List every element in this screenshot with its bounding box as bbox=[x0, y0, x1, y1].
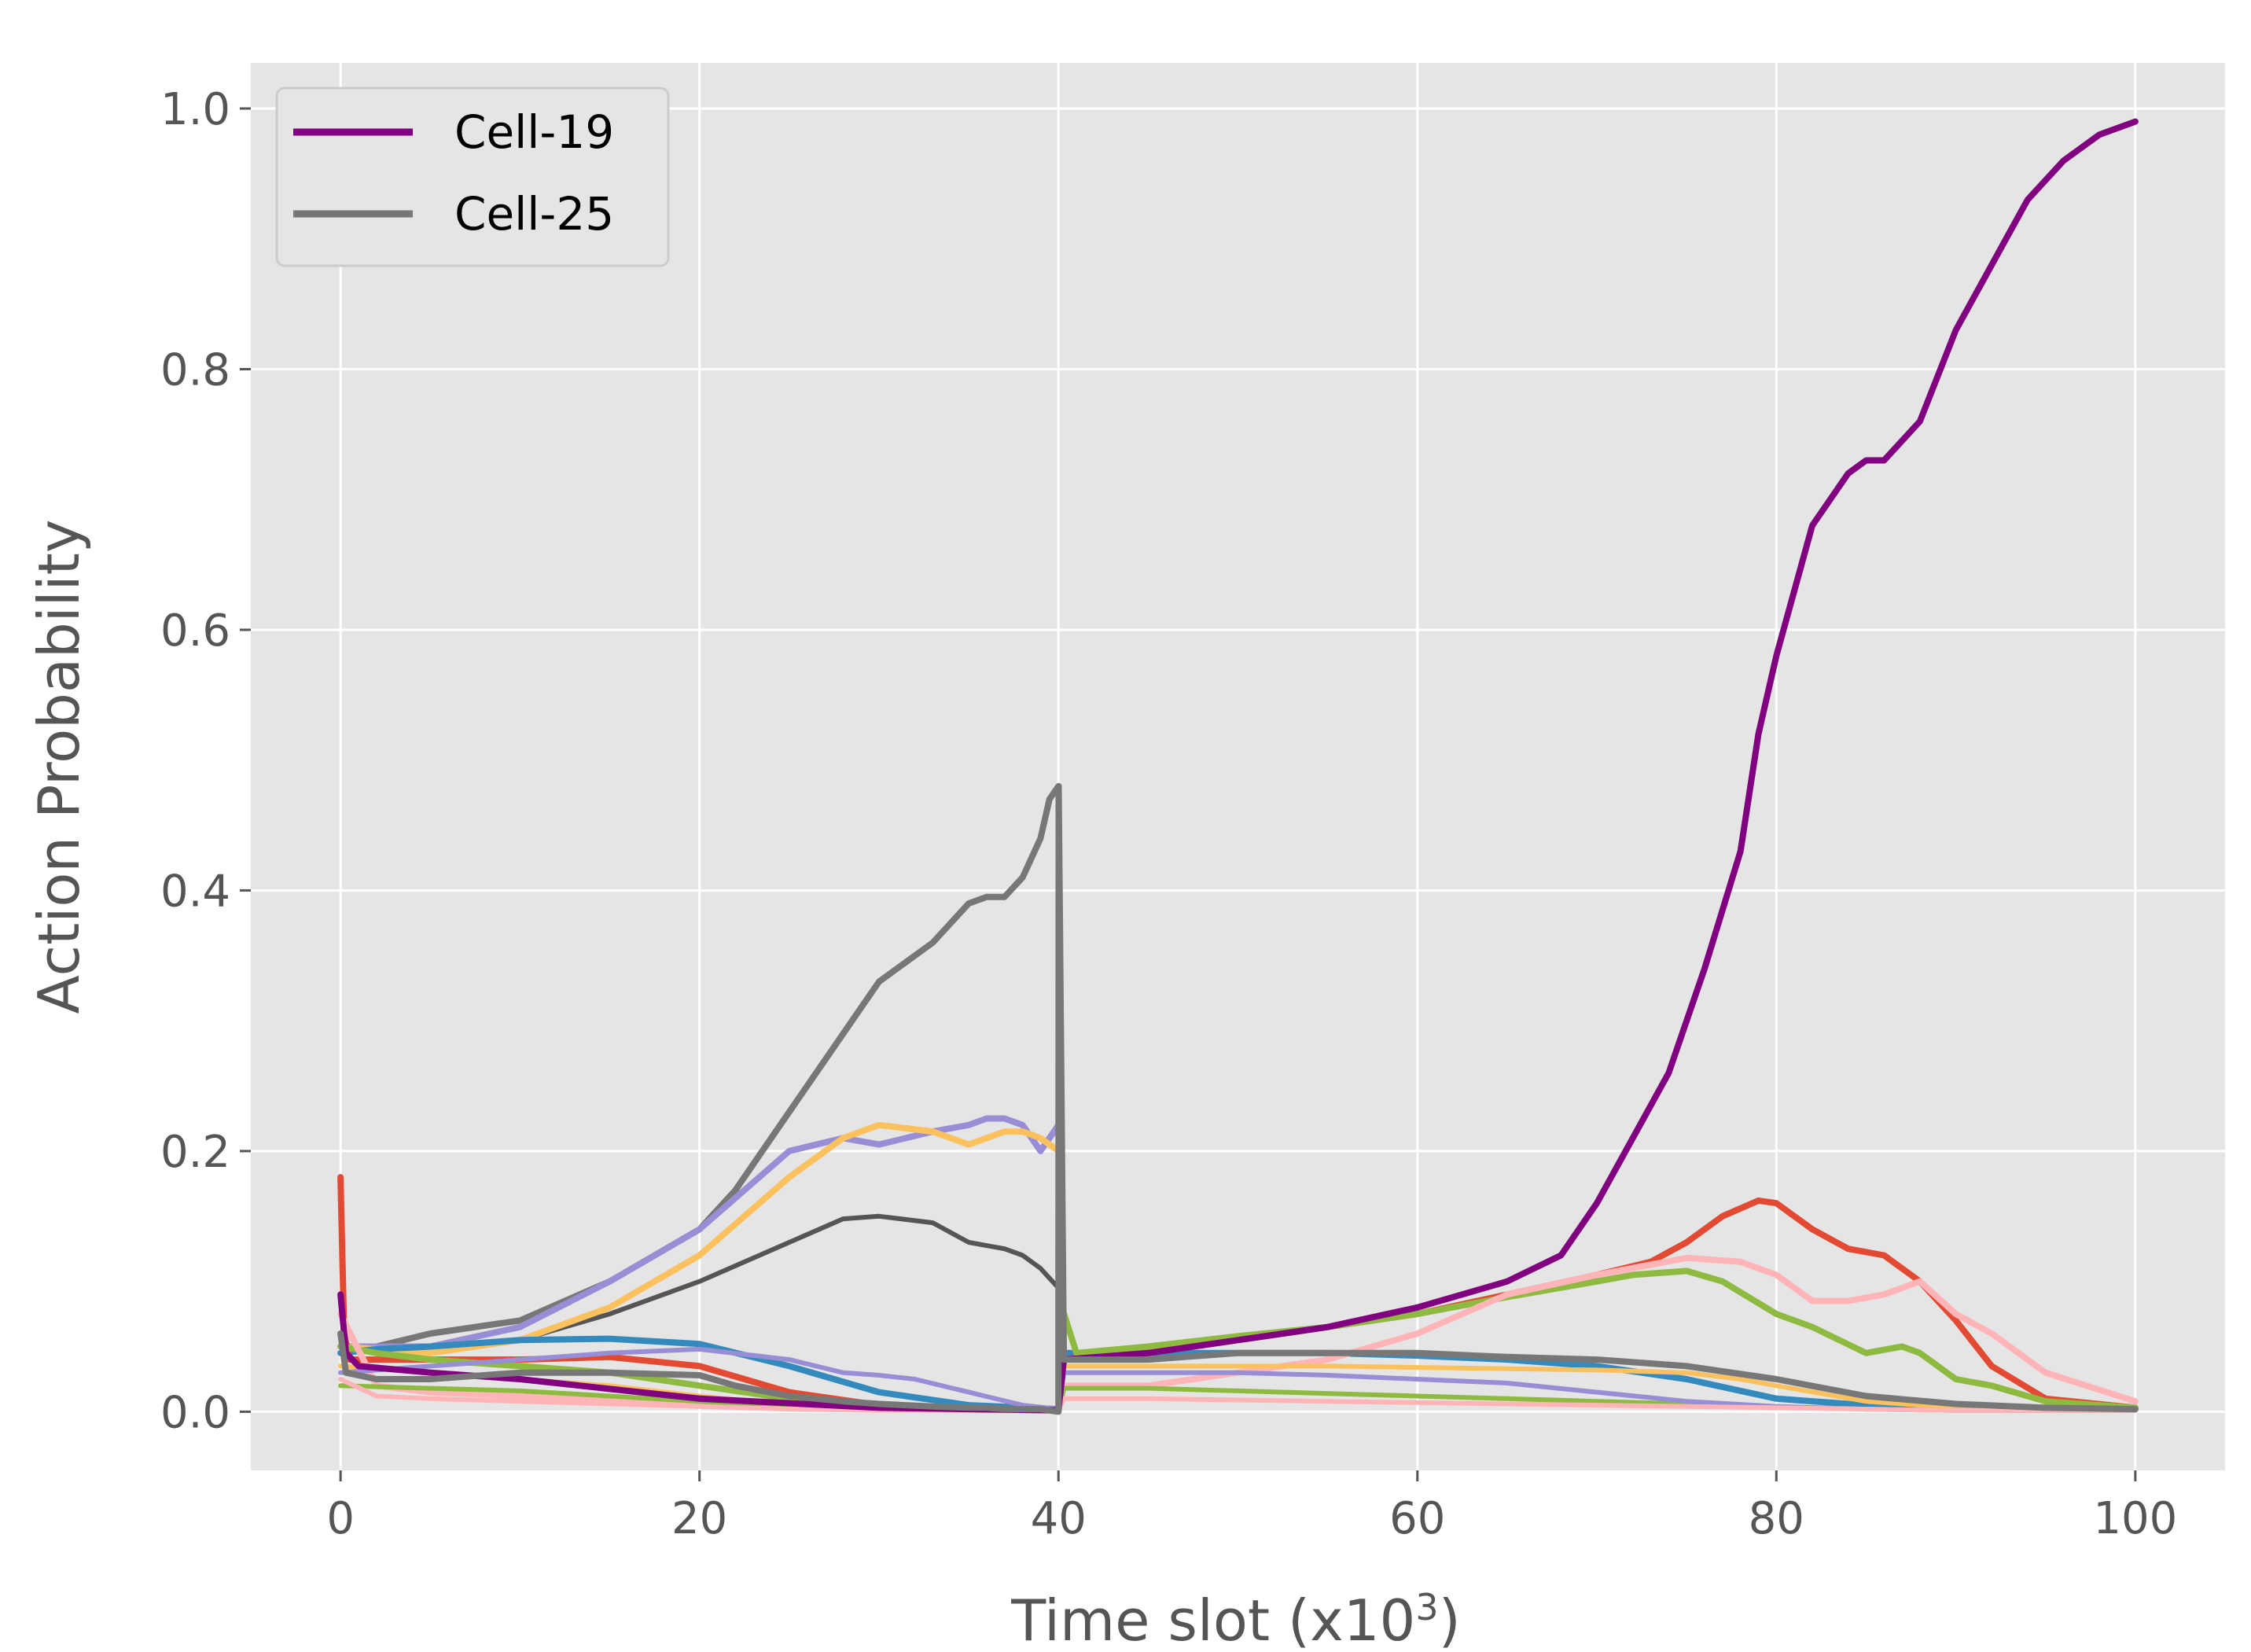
y-tick-label: 0.4 bbox=[160, 866, 230, 917]
y-tick-label: 0.6 bbox=[160, 605, 230, 657]
x-axis-label: Time slot (x103) bbox=[1010, 1586, 1460, 1648]
x-tick-label: 80 bbox=[1749, 1493, 1804, 1544]
line-series-13 bbox=[338, 1377, 2138, 1413]
axis-ticks: 0 20 40 60 80 100 0.0 0.2 0.4 0.6 0.8 1.0 bbox=[160, 84, 2177, 1544]
line-cell-19 bbox=[337, 118, 2139, 1414]
line-series-8 bbox=[337, 1268, 2139, 1414]
legend-label-cell-25: Cell-25 bbox=[454, 187, 614, 241]
x-tick-label: 60 bbox=[1389, 1493, 1445, 1544]
plot-area-background bbox=[251, 63, 2225, 1470]
x-tick-label: 20 bbox=[671, 1493, 727, 1544]
x-axis-label-end: ) bbox=[1439, 1588, 1461, 1648]
line-series-5 bbox=[337, 1121, 1062, 1356]
data-series bbox=[337, 118, 2139, 1415]
y-tick-label: 0.0 bbox=[160, 1387, 230, 1438]
y-tick-label: 0.8 bbox=[160, 344, 230, 396]
x-axis-label-superscript: 3 bbox=[1415, 1586, 1438, 1628]
x-tick-label: 100 bbox=[2093, 1493, 2177, 1544]
legend: Cell-19 Cell-25 bbox=[275, 86, 670, 267]
line-series-4 bbox=[337, 1115, 1062, 1350]
line-series-2 bbox=[337, 782, 1062, 1350]
y-tick-label: 1.0 bbox=[160, 84, 230, 135]
y-axis-label: Action Probability bbox=[26, 520, 92, 1014]
line-cell-25 bbox=[337, 782, 2139, 1415]
x-tick-label: 0 bbox=[326, 1493, 355, 1544]
y-tick-label: 0.2 bbox=[160, 1127, 230, 1178]
grid-lines bbox=[251, 63, 2225, 1470]
x-tick-label: 40 bbox=[1031, 1493, 1087, 1544]
legend-label-cell-19: Cell-19 bbox=[454, 105, 614, 159]
